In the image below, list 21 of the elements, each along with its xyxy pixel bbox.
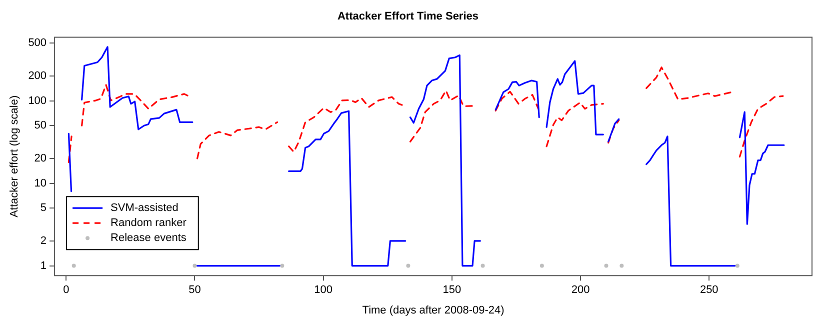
y-tick-label: 1 bbox=[40, 260, 47, 272]
y-tick-label: 100 bbox=[28, 94, 47, 107]
legend-label: Random ranker bbox=[110, 217, 187, 230]
y-tick-label: 200 bbox=[28, 70, 47, 82]
x-tick-label: 0 bbox=[63, 284, 70, 296]
x-tick-label: 150 bbox=[442, 284, 462, 296]
chart-title: Attacker Effort Time Series bbox=[337, 10, 479, 23]
y-tick-label: 5 bbox=[40, 202, 47, 214]
x-axis-title: Time (days after 2008-09-24) bbox=[362, 304, 504, 316]
y-tick-label: 50 bbox=[34, 120, 47, 132]
x-tick-label: 250 bbox=[700, 284, 718, 296]
x-tick-label: 100 bbox=[314, 284, 333, 296]
y-tick-label: 500 bbox=[28, 37, 47, 50]
legend-label: SVM-assisted bbox=[110, 202, 178, 214]
legend-label: Release events bbox=[110, 232, 187, 244]
x-tick-label: 200 bbox=[571, 284, 590, 296]
y-tick-label: 2 bbox=[40, 234, 47, 247]
y-tick-label: 10 bbox=[34, 177, 47, 190]
y-tick-label: 20 bbox=[34, 152, 47, 164]
y-axis-title: Attacker effort (log scale) bbox=[8, 95, 21, 218]
x-tick-label: 50 bbox=[188, 284, 201, 296]
